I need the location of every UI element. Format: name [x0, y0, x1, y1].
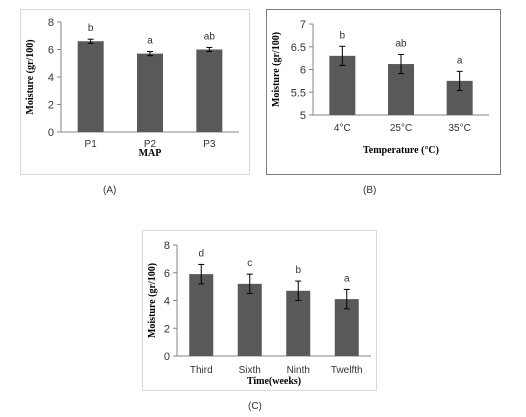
significance-letter: ab [204, 31, 216, 42]
y-tick-label: 0 [48, 127, 54, 139]
panel-label-a: (A) [103, 185, 117, 196]
significance-letter: d [198, 248, 204, 259]
panel-label-b: (B) [363, 185, 377, 196]
x-axis-title: Temperature (°C) [363, 145, 439, 156]
panel-label-c: (C) [248, 401, 262, 412]
bar [137, 53, 163, 132]
y-tick-label: 4 [48, 72, 54, 84]
chart-panel-a: 0 2 4 6 8 b P1 a P2 ab P3 MAP Moisture (gr/100) [20, 9, 250, 175]
significance-letter: b [340, 30, 346, 41]
bar [286, 290, 311, 356]
x-axis-title: Time(weeks) [247, 376, 301, 387]
y-axis-title: Moisture (gr/100) [147, 263, 158, 338]
x-tick-label: P3 [203, 139, 216, 150]
y-tick-label: 0 [164, 351, 170, 363]
chart-panel-b: 5 5.5 6 6.5 7 b 4°C ab 25°C a 35°C Temperature (°C)… [266, 9, 501, 175]
y-tick-label: 6.5 [291, 42, 306, 54]
chart-b-svg: 5 5.5 6 6.5 7 b 4°C ab 25°C a 35°C Temperature (°C)… [271, 19, 489, 156]
y-tick-label: 2 [164, 323, 170, 335]
bar [77, 41, 104, 132]
significance-letter: a [457, 55, 463, 66]
x-tick-label: Twelfth [331, 365, 363, 376]
x-tick-label: Sixth [239, 365, 261, 376]
bar [196, 49, 223, 132]
y-axis-title: Moisture (gr/100) [271, 32, 282, 107]
y-tick-label: 7 [300, 19, 306, 31]
x-tick-label: P1 [85, 139, 98, 150]
y-tick-label: 5.5 [291, 87, 306, 99]
x-tick-label: P2 [144, 139, 157, 150]
y-tick-label: 6 [300, 65, 306, 77]
x-tick-label: 35°C [448, 123, 470, 134]
significance-letter: a [147, 36, 153, 47]
y-tick-label: 8 [164, 240, 170, 252]
y-axis-title: Moisture (gr/100) [25, 39, 36, 114]
y-tick-label: 4 [164, 296, 170, 308]
x-tick-label: Ninth [287, 365, 310, 376]
y-tick-label: 6 [164, 268, 170, 280]
significance-letter: b [295, 265, 301, 276]
y-tick-label: 2 [48, 100, 54, 112]
significance-letter: c [247, 258, 252, 269]
significance-letter: ab [395, 38, 407, 49]
x-tick-label: 4°C [334, 123, 351, 134]
chart-c-svg: 0 2 4 6 8 d Third c Sixth b Ninth a Twelfth Time(week… [147, 240, 371, 387]
x-tick-label: Third [190, 365, 213, 376]
chart-panel-c: 0 2 4 6 8 d Third c Sixth b Ninth a Twelfth Time(week… [142, 230, 377, 391]
y-tick-label: 5 [300, 110, 306, 122]
bar [237, 283, 262, 356]
x-tick-label: 25°C [390, 123, 412, 134]
y-tick-label: 6 [48, 45, 54, 57]
x-axis-title: MAP [139, 148, 162, 159]
chart-a-svg: 0 2 4 6 8 b P1 a P2 ab P3 MAP Moisture (gr/100) [25, 17, 239, 159]
bar [189, 274, 214, 356]
significance-letter: a [344, 273, 350, 284]
significance-letter: b [88, 23, 94, 34]
y-tick-label: 8 [48, 17, 54, 29]
